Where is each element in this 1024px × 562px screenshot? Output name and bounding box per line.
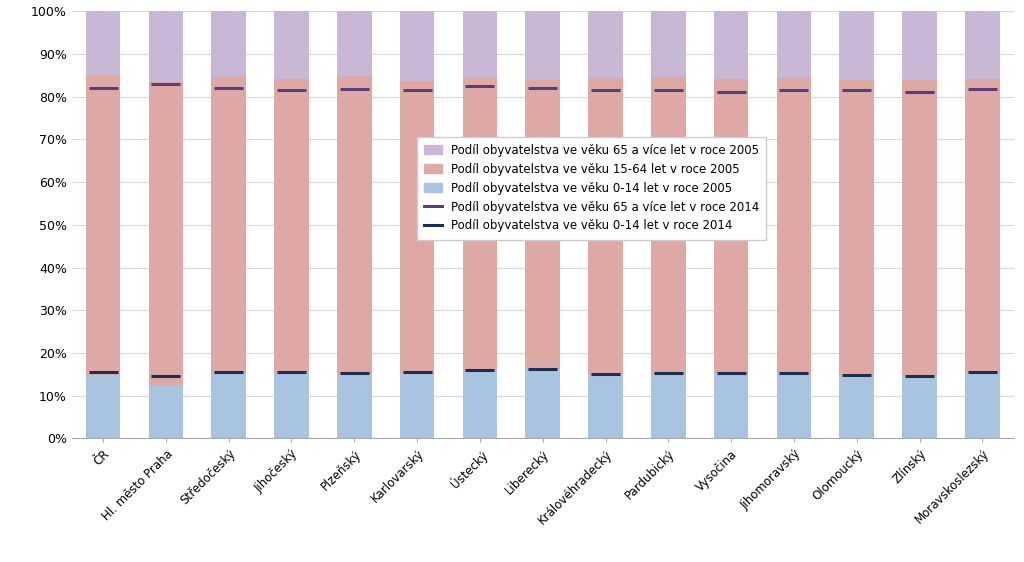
Bar (840, 375, 874, 438)
Bar (274, 79, 309, 373)
Bar (274, 11, 309, 79)
Bar (86, 75, 121, 375)
Legend: Podíl obyvatelstva ve věku 65 a více let v roce 2005, Podíl obyvatelstva ve věku: Podíl obyvatelstva ve věku 65 a více let… (417, 137, 766, 239)
Bar (714, 373, 749, 438)
Bar (902, 11, 937, 80)
Bar (588, 375, 623, 438)
Bar (588, 78, 623, 375)
Bar (148, 11, 183, 81)
Bar (525, 370, 560, 438)
Bar (337, 11, 372, 76)
Bar (525, 80, 560, 370)
Bar (274, 373, 309, 438)
Bar (399, 81, 434, 373)
Bar (86, 11, 121, 75)
Bar (463, 371, 498, 438)
Bar (714, 11, 749, 79)
Bar (651, 11, 686, 78)
Bar (651, 78, 686, 374)
Bar (840, 80, 874, 375)
Bar (965, 79, 999, 373)
Bar (86, 375, 121, 438)
Bar (463, 78, 498, 371)
Bar (776, 78, 811, 375)
Bar (651, 374, 686, 438)
Bar (148, 81, 183, 385)
Bar (588, 11, 623, 78)
Bar (714, 79, 749, 373)
Bar (776, 375, 811, 438)
Bar (399, 373, 434, 438)
Bar (211, 78, 246, 374)
Bar (776, 11, 811, 78)
Bar (840, 11, 874, 80)
Bar (337, 375, 372, 438)
Bar (965, 373, 999, 438)
Bar (902, 80, 937, 375)
Bar (211, 374, 246, 438)
Bar (337, 76, 372, 375)
Bar (902, 375, 937, 438)
Bar (148, 385, 183, 438)
Bar (463, 11, 498, 78)
Bar (399, 11, 434, 81)
Bar (211, 11, 246, 78)
Bar (965, 11, 999, 79)
Bar (525, 11, 560, 80)
